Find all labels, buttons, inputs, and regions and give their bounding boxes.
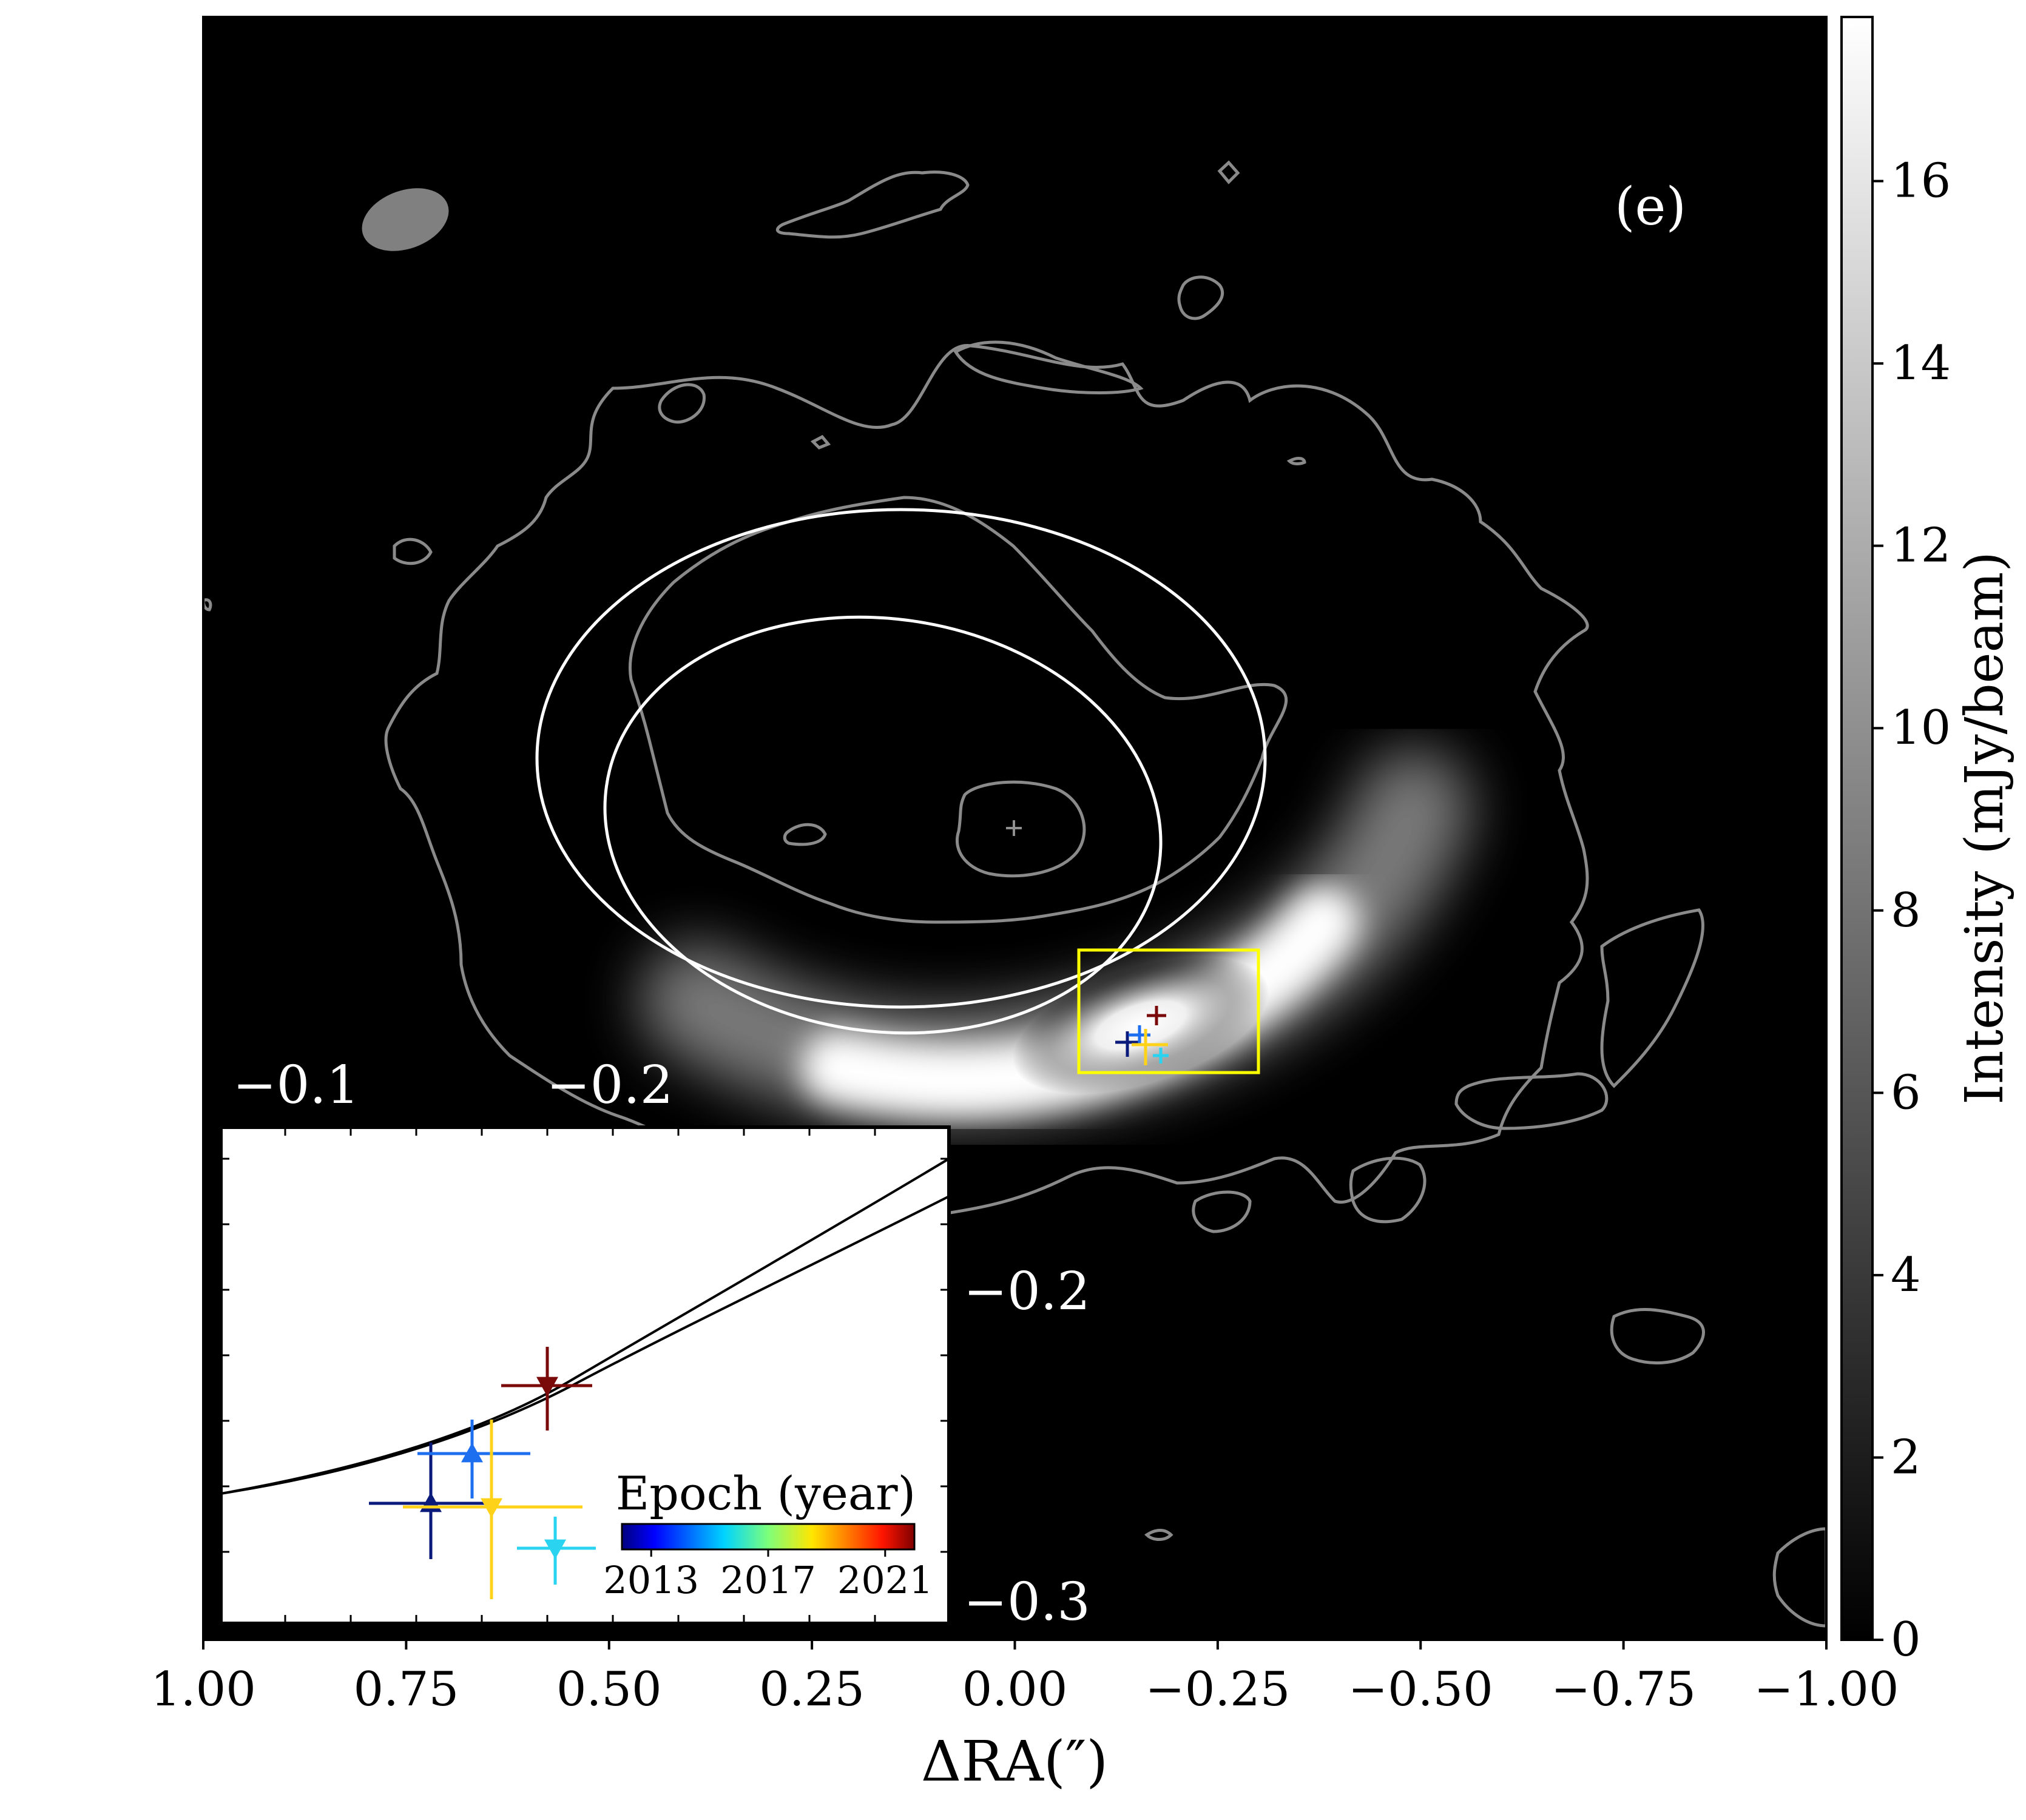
inset-minor-ticks [221,1127,949,1623]
inset-right-tick-label: −0.3 [964,1572,1090,1633]
inset-top-tick-label: −0.1 [233,1055,360,1116]
contour-island [783,823,827,846]
epoch-tick-label: 2013 [603,1558,699,1602]
colorbar-tick-label: 14 [1891,336,1951,391]
triangle-down-marker [536,1377,558,1397]
epoch-legend-ticks: 2013 2017 2021 [603,1549,933,1602]
contour-island [1349,1156,1427,1224]
triangle-up-marker [461,1443,483,1463]
contour-island [1217,160,1240,184]
contour-island [1772,1527,1826,1628]
inner-contour [629,496,1288,924]
center-contour [955,780,1086,878]
colorbar: 0 2 4 6 8 10 12 14 16 Intensity (mJy/beam) [1840,16,2015,1667]
x-axis: 1.00 0.75 0.50 0.25 0.00 −0.25 −0.50 −0.75 −1.00 [150,1626,1899,1717]
colorbar-tick-label: 6 [1891,1065,1921,1120]
contour-island [1610,1307,1705,1364]
colorbar-tick-label: 16 [1891,154,1951,209]
inset-top-tick-label: −0.2 [547,1055,674,1116]
x-tick-label: 1.00 [150,1662,256,1717]
zoom-box [1077,948,1260,1074]
colorbar-tick-label: 0 [1891,1613,1921,1667]
inset-data-points [369,1347,596,1599]
x-tick-label: 0.50 [556,1662,662,1717]
colorbar-tick-label: 2 [1891,1430,1921,1485]
x-tick-label: 0.00 [962,1662,1068,1717]
outer-contour [384,344,1589,1215]
epoch-data-point [417,1420,530,1498]
contour-island [1144,1529,1173,1541]
x-tick-label: −0.50 [1348,1662,1493,1717]
triangle-down-marker [544,1539,566,1559]
inset-orbit-curves [221,1158,949,1495]
epoch-tick-label: 2021 [837,1558,933,1602]
contour-island [953,340,1144,394]
beam-ellipse [362,188,449,251]
inset-inner-curve [221,1195,949,1495]
epoch-legend-title: Epoch (year) [616,1466,916,1520]
colorbar-tick-label: 10 [1891,701,1951,755]
outer-ellipse [535,508,1267,1009]
epoch-colorbar [621,1523,916,1551]
contour-island [393,538,433,565]
inset-outer-curve [221,1158,949,1495]
zoom-box-markers [1115,1006,1169,1065]
panel-label: (e) [1615,177,1686,237]
inner-ellipse [603,615,1163,1035]
contour-island [1192,1190,1252,1233]
inset-right-tick-label: −0.2 [964,1261,1090,1322]
colorbar-tick-label: 8 [1891,883,1921,938]
colorbar-ticks: 0 2 4 6 8 10 12 14 16 [1872,154,1951,1667]
epoch-data-point [517,1517,596,1585]
x-axis-label: ΔRA(″) [921,1729,1108,1794]
x-tick-label: 0.75 [354,1662,459,1717]
inset-right-tick-labels: −0.2 −0.3 [964,1261,1090,1633]
inset-top-tick-labels: −0.1 −0.2 [233,1055,674,1116]
epoch-data-point [403,1420,582,1599]
colorbar-tick-label: 12 [1891,519,1951,573]
contour-island [1286,457,1306,465]
contour-island [1177,275,1224,320]
epoch-tick-label: 2017 [720,1558,816,1602]
x-tick-label: 0.25 [759,1662,865,1717]
contour-island [1454,1072,1609,1130]
orbit-ellipses [535,508,1267,1035]
epoch-data-point [501,1347,592,1431]
x-tick-label: −0.75 [1551,1662,1696,1717]
x-tick-label: −1.00 [1754,1662,1899,1717]
epoch-legend: Epoch (year) 2013 2017 2021 [603,1466,933,1602]
contour-lines [203,160,1826,1628]
colorbar-label: Intensity (mJy/beam) [1954,551,2015,1105]
colorbar-gradient [1840,16,1874,1641]
contour-island [810,434,831,450]
triangle-down-marker [481,1498,502,1518]
star-position-marker [1006,820,1022,836]
inset-panel: −0.1 −0.2 −0.2−0.3 Epoch (year) 2013 2017 2… [219,1055,1090,1633]
contour-island [775,170,970,239]
colorbar-tick-label: 4 [1891,1248,1921,1303]
contour-island [658,383,706,424]
contour-island [1600,908,1704,1088]
x-tick-label: −0.25 [1145,1662,1290,1717]
